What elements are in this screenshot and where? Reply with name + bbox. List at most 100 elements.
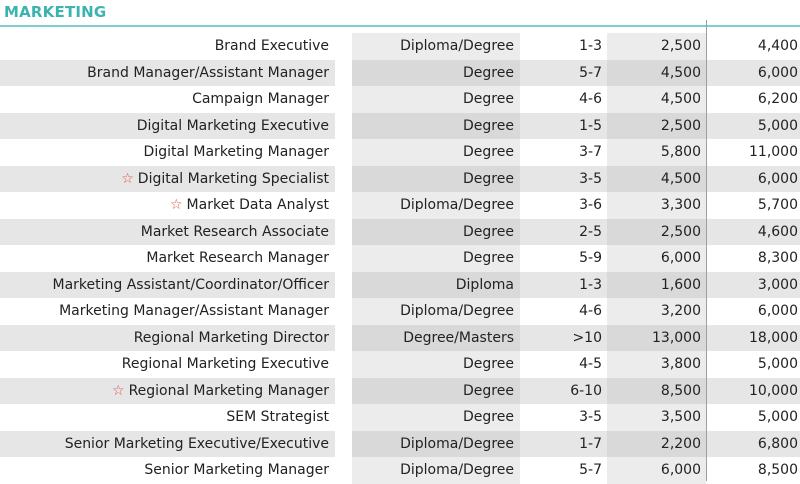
salary-max-cell: 5,700 bbox=[706, 192, 800, 219]
experience-cell-text: 1-5 bbox=[579, 117, 602, 134]
qualification-cell: Diploma/Degree bbox=[352, 192, 520, 219]
salary-min-cell: 2,200 bbox=[607, 430, 706, 457]
experience-cell: 5-7 bbox=[520, 59, 607, 86]
table-row: Regional Marketing Director Degree/Master… bbox=[0, 324, 800, 351]
salary-min-cell-text: 2,500 bbox=[660, 38, 701, 55]
salary-max-cell-text: 6,800 bbox=[757, 435, 798, 452]
experience-cell: 4-6 bbox=[520, 86, 607, 113]
salary-max-cell-text: 3,000 bbox=[757, 276, 798, 293]
salary-min-cell: 5,800 bbox=[607, 139, 706, 166]
experience-cell: 1-3 bbox=[520, 33, 607, 60]
experience-cell-text: 3-6 bbox=[579, 197, 602, 214]
salary-max-cell-text: 5,000 bbox=[757, 117, 798, 134]
star-icon: ☆ bbox=[112, 382, 125, 399]
salary-max-cell: 6,200 bbox=[706, 86, 800, 113]
role-cell: Digital Marketing Manager bbox=[0, 139, 335, 166]
section-divider bbox=[0, 25, 800, 27]
table-row: Digital Marketing Executive Degree 1-5 2,50… bbox=[0, 112, 800, 139]
salary-max-cell-text: 5,000 bbox=[757, 356, 798, 373]
experience-cell: 4-5 bbox=[520, 351, 607, 378]
table-row: ☆ Digital Marketing Specialist Degree 3-5 4,… bbox=[0, 165, 800, 192]
salary-min-cell-text: 2,500 bbox=[660, 223, 701, 240]
role-cell: Brand Executive bbox=[0, 33, 335, 60]
experience-cell-text: 1-7 bbox=[579, 435, 602, 452]
salary-min-cell: 2,500 bbox=[607, 33, 706, 60]
role-cell-text: Brand Executive bbox=[214, 38, 329, 55]
salary-max-cell: 8,300 bbox=[706, 245, 800, 272]
experience-cell-text: 5-7 bbox=[579, 64, 602, 81]
salary-max-cell-text: 11,000 bbox=[749, 144, 798, 161]
salary-max-cell: 4,400 bbox=[706, 33, 800, 60]
experience-cell: 3-6 bbox=[520, 192, 607, 219]
table-row: Regional Marketing Executive Degree 4-5 3,8… bbox=[0, 351, 800, 378]
star-icon: ☆ bbox=[121, 170, 134, 187]
table-row: Digital Marketing Manager Degree 3-7 5,800 1… bbox=[0, 139, 800, 166]
role-cell-text: Regional Marketing Manager bbox=[128, 382, 329, 399]
salary-max-cell: 4,600 bbox=[706, 218, 800, 245]
salary-max-cell-text: 4,600 bbox=[757, 223, 798, 240]
role-cell-text: Marketing Manager/Assistant Manager bbox=[59, 303, 329, 320]
star-icon: ☆ bbox=[169, 197, 183, 214]
salary-max-cell: 6,000 bbox=[706, 298, 800, 325]
experience-cell-text: 6-10 bbox=[570, 382, 602, 399]
experience-cell-text: 5-9 bbox=[579, 250, 602, 267]
salary-max-cell-text: 8,300 bbox=[757, 250, 798, 267]
qualification-cell: Degree/Masters bbox=[352, 324, 520, 351]
salary-max-cell: 18,000 bbox=[706, 324, 800, 351]
experience-cell-text: 4-6 bbox=[579, 303, 602, 320]
table-row: Market Research Associate Degree 2-5 2,500 4… bbox=[0, 218, 800, 245]
salary-min-cell: 6,000 bbox=[607, 457, 706, 484]
table-row: Marketing Assistant/Coordinator/Officer D… bbox=[0, 271, 800, 298]
qualification-cell-text: Diploma bbox=[455, 276, 514, 293]
role-cell-text: Digital Marketing Specialist bbox=[137, 170, 329, 187]
qualification-cell: Diploma/Degree bbox=[352, 430, 520, 457]
salary-max-cell-text: 5,700 bbox=[757, 197, 798, 214]
qualification-cell: Degree bbox=[352, 245, 520, 272]
salary-min-cell-text: 3,800 bbox=[660, 356, 701, 373]
experience-cell-text: 4-6 bbox=[579, 91, 602, 108]
experience-cell: >10 bbox=[520, 324, 607, 351]
salary-min-cell: 4,500 bbox=[607, 165, 706, 192]
column-divider bbox=[706, 20, 707, 481]
qualification-cell: Diploma/Degree bbox=[352, 33, 520, 60]
role-cell: Digital Marketing Executive bbox=[0, 112, 335, 139]
salary-min-cell-text: 1,600 bbox=[660, 276, 701, 293]
experience-cell-text: 1-3 bbox=[579, 38, 602, 55]
experience-cell: 1-3 bbox=[520, 271, 607, 298]
salary-min-cell-text: 6,000 bbox=[660, 250, 701, 267]
qualification-cell: Degree bbox=[352, 165, 520, 192]
role-cell: ☆ Digital Marketing Specialist bbox=[0, 165, 335, 192]
qualification-cell-text: Degree bbox=[463, 356, 514, 373]
role-cell: Brand Manager/Assistant Manager bbox=[0, 59, 335, 86]
salary-max-cell: 5,000 bbox=[706, 351, 800, 378]
experience-cell: 5-7 bbox=[520, 457, 607, 484]
experience-cell: 3-7 bbox=[520, 139, 607, 166]
qualification-cell-text: Diploma/Degree bbox=[400, 38, 514, 55]
table-row: ☆ Regional Marketing Manager Degree 6-10 8,5… bbox=[0, 377, 800, 404]
experience-cell-text: 3-7 bbox=[579, 144, 602, 161]
role-cell-text: Campaign Manager bbox=[192, 91, 329, 108]
qualification-cell-text: Degree bbox=[463, 64, 514, 81]
qualification-cell: Degree bbox=[352, 351, 520, 378]
role-cell: Marketing Manager/Assistant Manager bbox=[0, 298, 335, 325]
qualification-cell-text: Diploma/Degree bbox=[400, 435, 514, 452]
salary-min-cell: 2,500 bbox=[607, 112, 706, 139]
salary-max-cell: 5,000 bbox=[706, 112, 800, 139]
salary-min-cell-text: 2,200 bbox=[660, 435, 701, 452]
role-cell: Campaign Manager bbox=[0, 86, 335, 113]
salary-max-cell: 3,000 bbox=[706, 271, 800, 298]
salary-max-cell: 8,500 bbox=[706, 457, 800, 484]
experience-cell-text: 2-5 bbox=[579, 223, 602, 240]
role-cell-text: Digital Marketing Manager bbox=[143, 144, 329, 161]
role-cell-text: Brand Manager/Assistant Manager bbox=[87, 64, 329, 81]
salary-max-cell-text: 6,000 bbox=[757, 64, 798, 81]
salary-max-cell-text: 6,000 bbox=[757, 170, 798, 187]
table-row: SEM Strategist Degree 3-5 3,500 5,000 bbox=[0, 404, 800, 431]
experience-cell-text: 3-5 bbox=[579, 170, 602, 187]
salary-max-cell-text: 10,000 bbox=[749, 382, 798, 399]
qualification-cell: Degree bbox=[352, 86, 520, 113]
salary-max-cell-text: 8,500 bbox=[757, 462, 798, 479]
role-cell: Market Research Manager bbox=[0, 245, 335, 272]
salary-min-cell: 3,300 bbox=[607, 192, 706, 219]
salary-max-cell-text: 18,000 bbox=[749, 329, 798, 346]
